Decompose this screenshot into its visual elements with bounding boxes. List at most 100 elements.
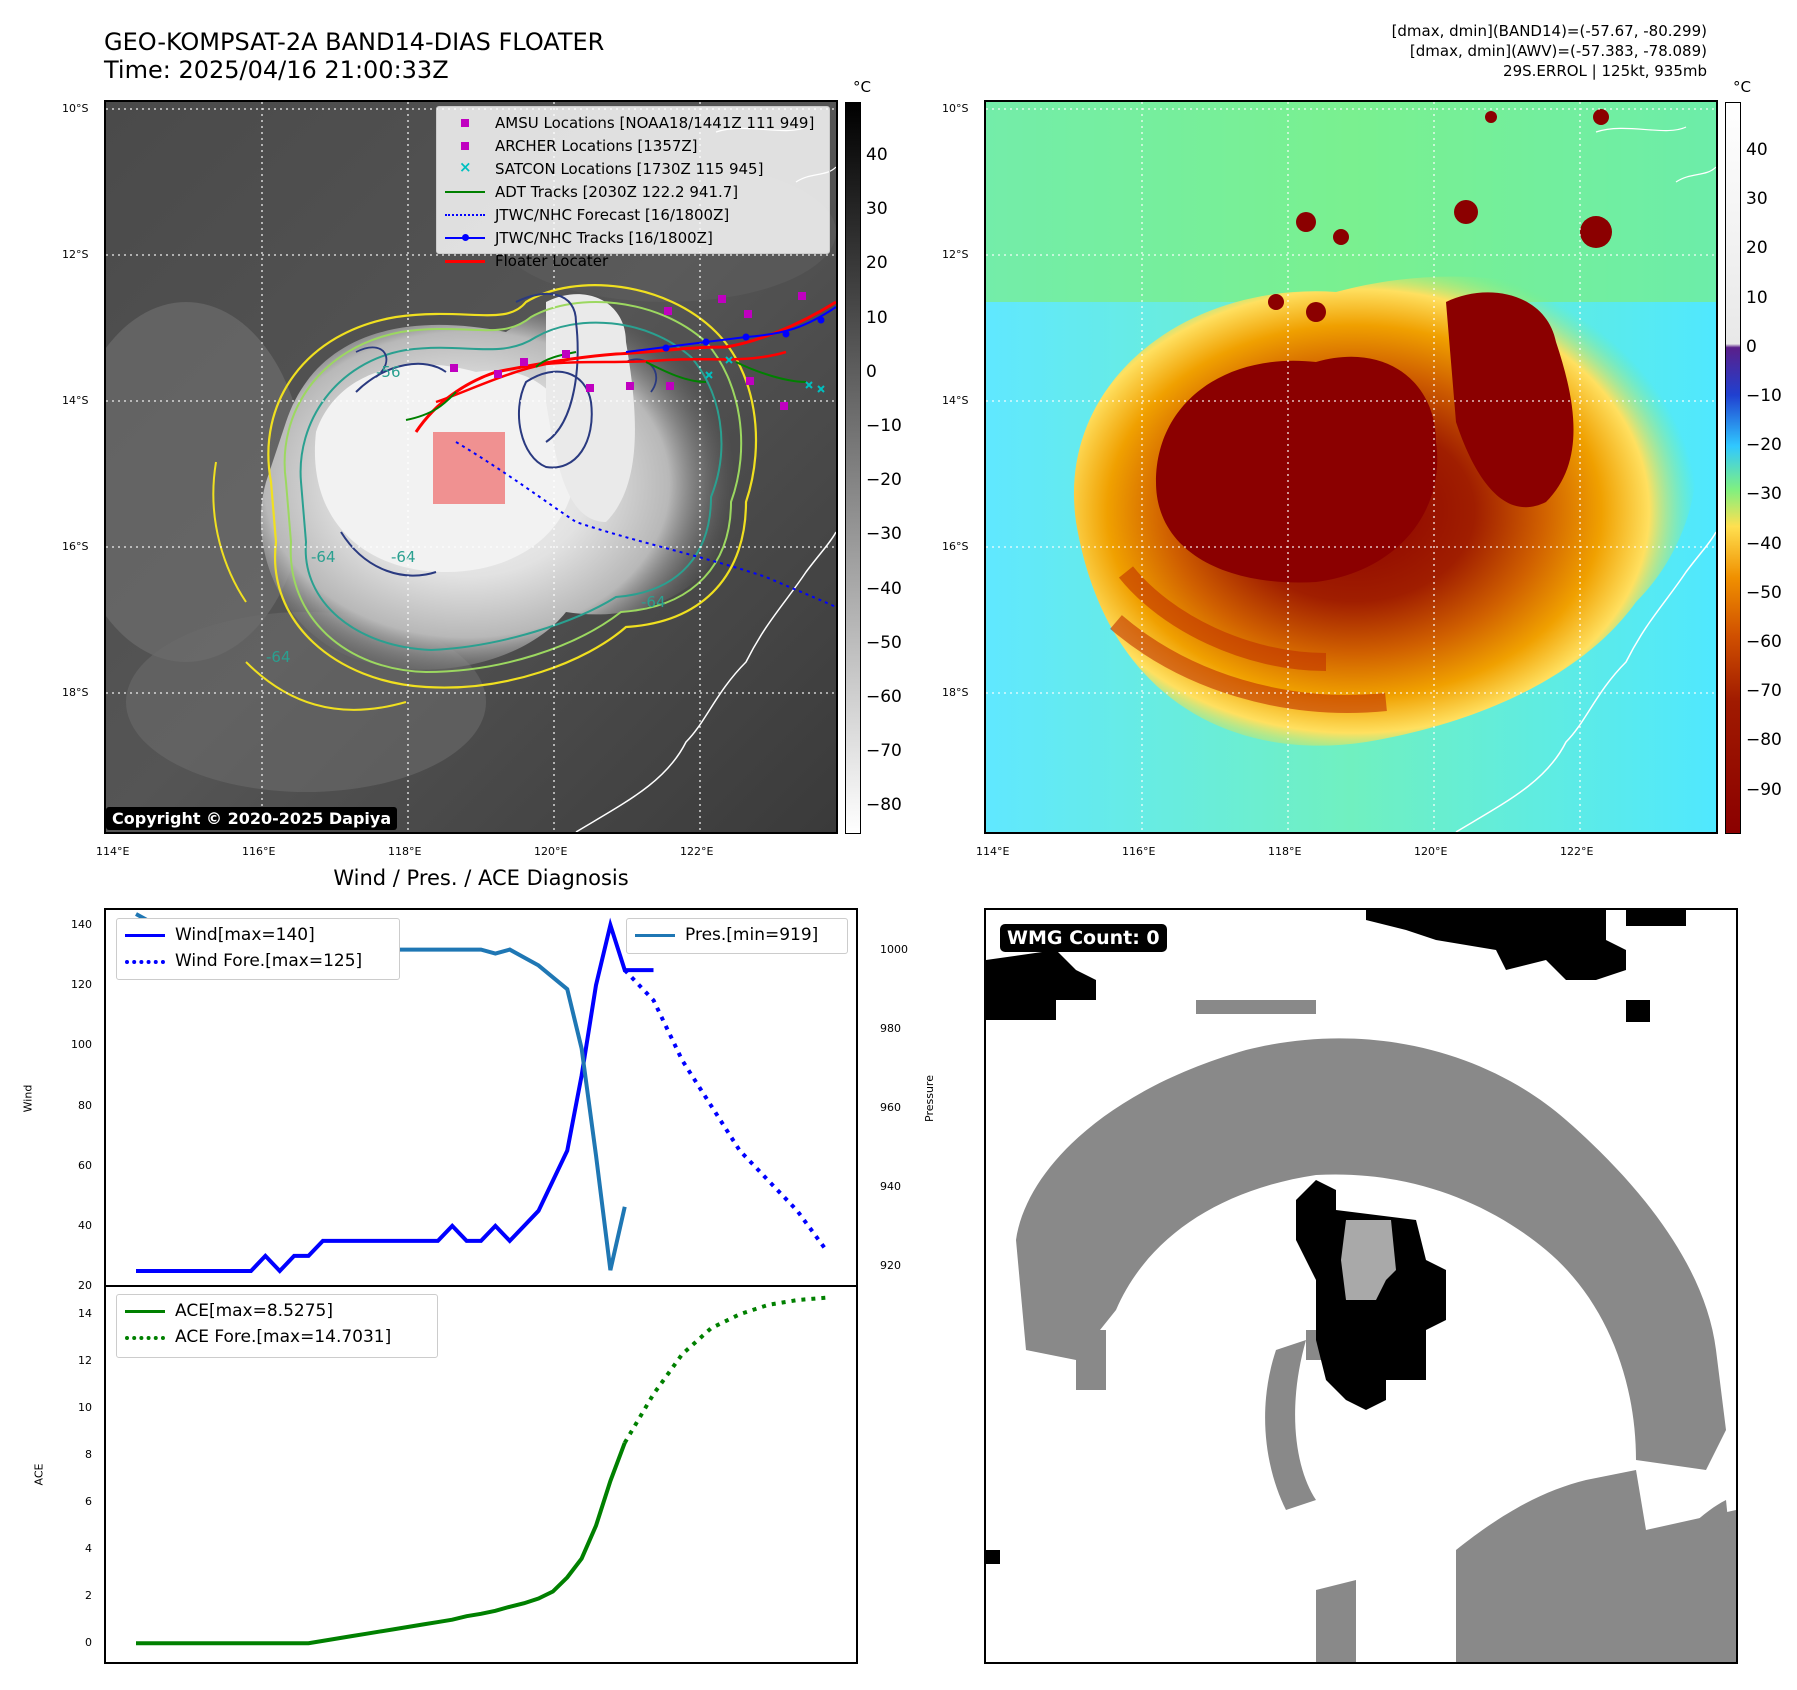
storm-info: 29S.ERROL | 125kt, 935mb — [1503, 62, 1707, 80]
colorbar-tick: −10 — [1746, 386, 1782, 406]
lat-tick: 14°S — [942, 394, 969, 407]
legend-item-ace: ACE[max=8.5275] — [125, 1298, 429, 1324]
colorbar-tick: 40 — [1746, 140, 1768, 160]
dotted-line-icon — [125, 1330, 165, 1344]
legend-label: ACE[max=8.5275] — [175, 1301, 333, 1321]
legend-item-adt: ADT Tracks [2030Z 122.2 941.7] — [445, 180, 821, 203]
legend-label: JTWC/NHC Forecast [16/1800Z] — [495, 205, 730, 224]
legend-label: ACE Fore.[max=14.7031] — [175, 1327, 392, 1347]
legend-label: Wind[max=140] — [175, 925, 315, 945]
colorbar-tick: −30 — [1746, 484, 1782, 505]
ir-satellite-map: -64 -64 -64 -64 -56 — [104, 100, 838, 834]
colorbar-tick: −80 — [1746, 730, 1782, 751]
colorbar-tick: 20 — [866, 253, 888, 274]
lat-tick: 10°S — [62, 102, 89, 115]
line-marker-icon — [445, 185, 485, 199]
wind-series-1 — [623, 968, 828, 1252]
colorbar-tick: −80 — [866, 795, 902, 816]
colorbar-tick: 30 — [866, 199, 888, 220]
axis-tick-label: 100 — [71, 1038, 92, 1052]
lat-tick: 10°S — [942, 102, 969, 115]
axis-tick-label: 2 — [85, 1589, 92, 1603]
lat-tick: 18°S — [942, 686, 969, 699]
axis-tick-label: 4 — [85, 1542, 92, 1556]
lat-tick: 16°S — [942, 540, 969, 553]
colorbar-tick: 0 — [1746, 336, 1757, 357]
line-marker-icon — [445, 254, 485, 268]
ace-series-1 — [623, 1295, 827, 1444]
lon-tick: 120°E — [534, 845, 568, 858]
axis-tick-label: 6 — [85, 1495, 92, 1509]
wind-series-0 — [136, 917, 654, 1274]
contour-label: -64 — [311, 548, 336, 566]
lat-tick: 12°S — [942, 248, 969, 261]
line-marker-icon — [635, 928, 675, 942]
lon-tick: 114°E — [976, 845, 1010, 858]
diagnosis-title: Wind / Pres. / ACE Diagnosis — [333, 866, 629, 890]
chart-title: GEO-KOMPSAT-2A BAND14-DIAS FLOATER — [104, 28, 605, 56]
colorbar-tick: 30 — [1746, 189, 1768, 210]
colorbar-tick: −60 — [1746, 632, 1782, 652]
dotted-line-icon — [445, 208, 485, 222]
colorbar-tick: 10 — [866, 307, 888, 328]
axis-tick-label: 940 — [880, 1180, 901, 1194]
ace-legend: ACE[max=8.5275] ACE Fore.[max=14.7031] — [116, 1294, 438, 1358]
colorbar-tick: −50 — [866, 632, 902, 653]
axis-tick-label: 80 — [78, 1098, 92, 1112]
awv-map-image — [986, 102, 1716, 832]
contour-label: -56 — [376, 363, 401, 381]
colorbar-tick: −70 — [1746, 681, 1782, 702]
wind-ylabel: Wind — [21, 1084, 35, 1113]
lat-tick: 12°S — [62, 248, 89, 261]
axis-tick-label: 1000 — [880, 942, 908, 956]
square-marker-icon — [445, 116, 485, 130]
lon-tick: 118°E — [1268, 845, 1302, 858]
legend-label: AMSU Locations [NOAA18/1441Z 111 949] — [495, 113, 815, 132]
legend-label: ADT Tracks [2030Z 122.2 941.7] — [495, 182, 739, 201]
legend-label: Wind Fore.[max=125] — [175, 951, 363, 971]
contour-label: -64 — [266, 648, 291, 666]
legend-label: Floater Locater — [495, 251, 609, 270]
legend-item-floater: Floater Locater — [445, 249, 821, 272]
lon-tick: 118°E — [388, 845, 422, 858]
axis-tick-label: 12 — [78, 1354, 92, 1368]
square-marker-icon — [445, 139, 485, 153]
wmg-count-badge: WMG Count: 0 — [1000, 924, 1167, 952]
axis-tick-label: 20 — [78, 1279, 92, 1292]
lon-tick: 116°E — [1122, 845, 1156, 858]
ir-colorbar-unit: °C — [853, 78, 871, 96]
line-dot-icon — [445, 231, 485, 245]
diagnosis-panel: Wind[max=140] Wind Fore.[max=125] Pres.[… — [104, 908, 858, 1664]
wmg-panel: WMG Count: 0 — [984, 908, 1738, 1664]
colorbar-tick: −90 — [1746, 779, 1782, 800]
dotted-line-icon — [125, 954, 165, 968]
legend-label: JTWC/NHC Tracks [16/1800Z] — [495, 228, 713, 247]
copyright-label: Copyright © 2020-2025 Dapiya — [106, 807, 398, 830]
legend-item-pressure: Pres.[min=919] — [635, 922, 839, 948]
contour-label: -64 — [641, 593, 666, 611]
axis-tick-label: 8 — [85, 1448, 92, 1462]
contour-label: -64 — [391, 548, 416, 566]
axis-tick-label: 10 — [78, 1401, 92, 1415]
colorbar-tick: −40 — [1746, 533, 1782, 554]
lon-tick: 122°E — [680, 845, 714, 858]
awv-satellite-map — [984, 100, 1718, 834]
pressure-ylabel: Pressure — [922, 1075, 936, 1122]
axis-tick-label: 40 — [78, 1218, 92, 1232]
axis-tick-label: 0 — [85, 1636, 92, 1650]
legend-item-jtwc-forecast: JTWC/NHC Forecast [16/1800Z] — [445, 203, 821, 226]
axis-tick-label: 14 — [78, 1307, 92, 1321]
ace-ylabel: ACE — [32, 1463, 46, 1486]
wind-legend: Wind[max=140] Wind Fore.[max=125] — [116, 918, 400, 980]
lat-tick: 14°S — [62, 394, 89, 407]
chart-time: Time: 2025/04/16 21:00:33Z — [104, 56, 449, 84]
colorbar-tick: −40 — [866, 578, 902, 599]
legend-label: Pres.[min=919] — [685, 925, 819, 945]
colorbar-tick: −50 — [1746, 582, 1782, 603]
axis-tick-label: 960 — [880, 1100, 901, 1114]
lon-tick: 114°E — [96, 845, 130, 858]
legend-item-amsu: AMSU Locations [NOAA18/1441Z 111 949] — [445, 111, 821, 134]
colorbar-tick: −10 — [866, 416, 902, 436]
lon-tick: 116°E — [242, 845, 276, 858]
axis-tick-label: 140 — [71, 918, 92, 932]
